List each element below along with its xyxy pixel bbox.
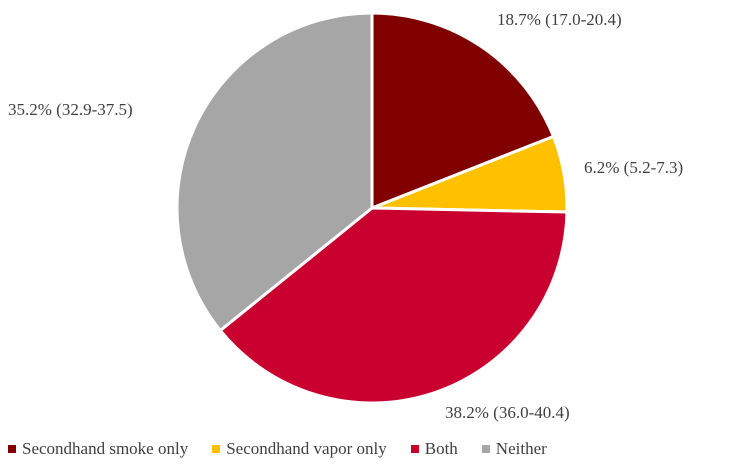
legend-swatch-both	[410, 445, 419, 453]
legend-item-secondhand-smoke-only: Secondhand smoke only	[8, 439, 188, 459]
pie-slices	[175, 11, 569, 405]
data-label-secondhand-smoke-only: 18.7% (17.0-20.4)	[497, 10, 622, 29]
legend-label-neither: Neither	[495, 439, 547, 458]
legend-swatch-neither	[481, 445, 490, 453]
legend-item-neither: Neither	[481, 439, 547, 459]
legend-item-both: Both	[410, 439, 458, 459]
legend-label-secondhand-vapor-only: Secondhand vapor only	[226, 439, 387, 458]
legend-swatch-secondhand-vapor-only	[212, 445, 221, 453]
pie-slice-both	[218, 206, 569, 405]
data-label-secondhand-vapor-only: 6.2% (5.2-7.3)	[584, 158, 684, 177]
pie-slice-secondhand-smoke-only	[370, 11, 555, 210]
legend-label-secondhand-smoke-only: Secondhand smoke only	[22, 439, 189, 458]
pie-chart	[175, 11, 569, 405]
legend-label-both: Both	[424, 439, 458, 458]
legend: Secondhand smoke only Secondhand vapor o…	[8, 438, 547, 460]
data-label-neither: 35.2% (32.9-37.5)	[8, 100, 133, 119]
legend-item-secondhand-vapor-only: Secondhand vapor only	[212, 439, 387, 459]
legend-swatch-secondhand-smoke-only	[8, 445, 16, 453]
pie-slice-neither	[175, 11, 374, 332]
data-label-both: 38.2% (36.0-40.4)	[445, 403, 570, 422]
